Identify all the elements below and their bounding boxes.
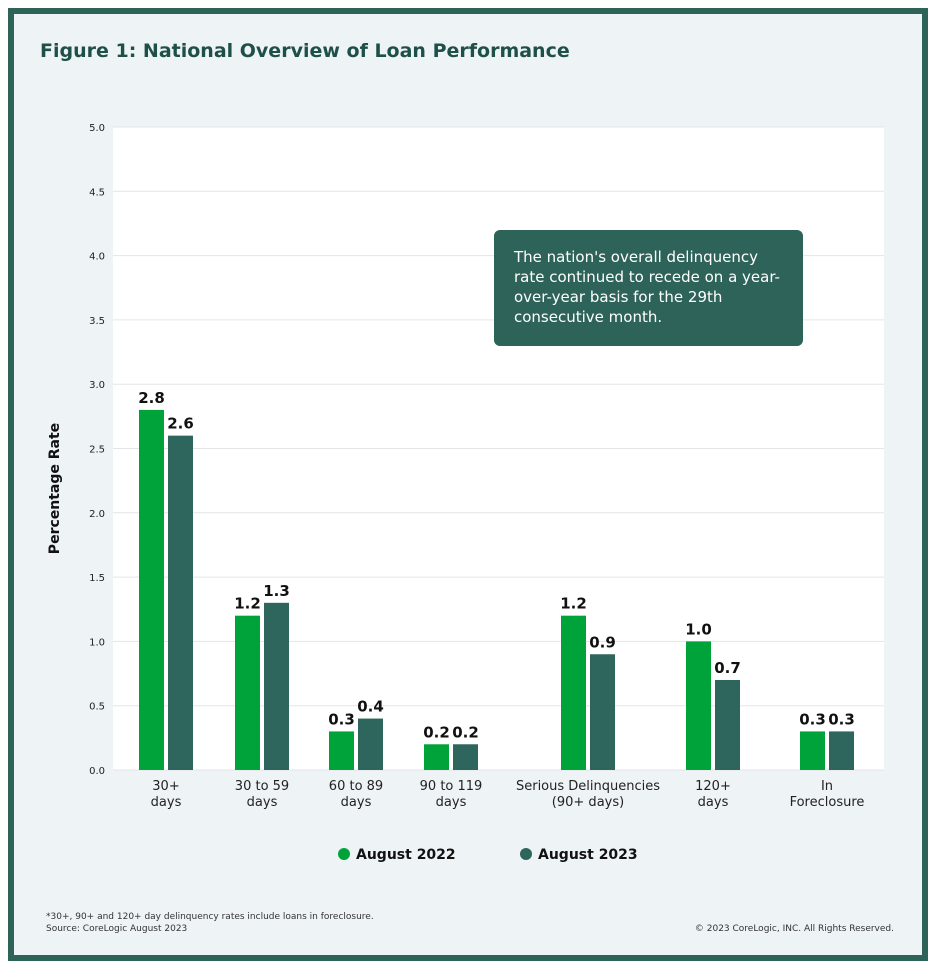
x-tick-label: 90 to 119 — [420, 779, 483, 794]
bar-august-2023 — [168, 435, 193, 770]
data-label: 0.3 — [828, 710, 855, 728]
x-tick-label: days — [436, 795, 467, 810]
data-label: 2.6 — [167, 415, 194, 433]
bar-august-2022 — [329, 731, 354, 770]
annotation-box: The nation's overall delinquency rate co… — [494, 230, 803, 346]
y-tick-label: 1.0 — [89, 637, 105, 648]
data-label: 0.9 — [589, 633, 616, 651]
chart-title: Figure 1: National Overview of Loan Perf… — [40, 40, 570, 62]
bar-august-2022 — [139, 409, 164, 770]
bar-august-2023 — [453, 744, 478, 770]
bar-august-2022 — [800, 731, 825, 770]
data-label: 0.4 — [357, 698, 384, 716]
bar-august-2023 — [829, 731, 854, 770]
x-tick-label: days — [151, 795, 182, 810]
legend-marker — [520, 848, 532, 860]
bar-august-2023 — [264, 602, 289, 770]
x-tick-label: 30 to 59 — [235, 779, 289, 794]
footnote: *30+, 90+ and 120+ day delinquency rates… — [46, 911, 374, 935]
x-tick-label: Foreclosure — [790, 795, 865, 810]
data-label: 1.2 — [560, 595, 587, 613]
bar-august-2022 — [235, 615, 260, 770]
data-label: 0.7 — [714, 659, 741, 677]
copyright: © 2023 CoreLogic, INC. All Rights Reserv… — [694, 924, 894, 934]
data-label: 1.2 — [234, 595, 261, 613]
x-tick-label: days — [698, 795, 729, 810]
y-tick-label: 3.5 — [89, 316, 105, 327]
x-tick-label: days — [341, 795, 372, 810]
data-label: 0.3 — [799, 710, 826, 728]
y-tick-label: 2.0 — [89, 509, 105, 520]
x-tick-label: Serious Delinquencies — [516, 779, 660, 794]
bar-august-2023 — [715, 679, 740, 770]
data-label: 0.2 — [423, 723, 450, 741]
data-label: 0.2 — [452, 723, 479, 741]
y-tick-label: 4.5 — [89, 187, 105, 198]
x-tick-label: 120+ — [695, 779, 731, 794]
data-label: 0.3 — [328, 710, 355, 728]
bar-august-2022 — [686, 641, 711, 770]
x-tick-label: (90+ days) — [552, 795, 624, 810]
y-tick-label: 5.0 — [89, 123, 105, 134]
x-tick-label: days — [247, 795, 278, 810]
x-tick-label: 60 to 89 — [329, 779, 383, 794]
data-label: 2.8 — [138, 389, 165, 407]
y-tick-label: 0.0 — [89, 766, 105, 777]
source-text: Source: CoreLogic August 2023 — [46, 924, 188, 934]
bar-august-2023 — [590, 654, 615, 770]
y-axis-label: Percentage Rate — [47, 423, 63, 554]
y-tick-label: 4.0 — [89, 252, 105, 263]
legend-label: August 2023 — [538, 847, 638, 863]
y-tick-label: 3.0 — [89, 380, 105, 391]
bar-august-2022 — [561, 615, 586, 770]
bar-august-2023 — [358, 718, 383, 770]
x-tick-label: In — [821, 779, 833, 794]
footnote-text: *30+, 90+ and 120+ day delinquency rates… — [46, 912, 374, 922]
data-label: 1.0 — [685, 620, 712, 638]
data-label: 1.3 — [263, 582, 290, 600]
y-tick-label: 1.5 — [89, 573, 105, 584]
y-tick-label: 0.5 — [89, 702, 105, 713]
bar-august-2022 — [424, 744, 449, 770]
legend-marker — [338, 848, 350, 860]
y-tick-label: 2.5 — [89, 445, 105, 456]
legend-label: August 2022 — [356, 847, 456, 863]
x-tick-label: 30+ — [152, 779, 179, 794]
